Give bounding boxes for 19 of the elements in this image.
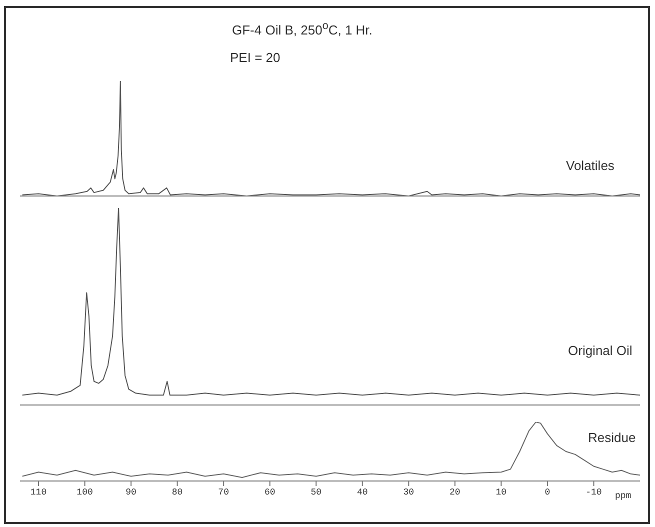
x-axis-title: ppm <box>615 491 632 501</box>
x-tick-label: 40 <box>356 487 368 498</box>
x-tick-label: 10 <box>496 487 507 498</box>
chart-subtitle: PEI = 20 <box>230 50 280 65</box>
x-tick-label: 80 <box>172 487 183 498</box>
series-label: Residue <box>588 430 636 445</box>
x-tick-label: 30 <box>403 487 414 498</box>
x-tick-label: 20 <box>450 487 460 498</box>
x-tick-label: 0 <box>544 487 550 498</box>
text: Original Oil <box>568 343 632 358</box>
chart-title: GF-4 Oil B, 250$^{o}$C, 1 Hr. <box>232 20 372 38</box>
x-tick-label: -10 <box>586 487 602 498</box>
x-tick-label: 100 <box>76 487 93 498</box>
x-tick-label: 70 <box>218 487 229 498</box>
series-label: Volatiles <box>566 158 614 173</box>
x-tick-label: 50 <box>310 487 322 498</box>
x-tick-label: 110 <box>30 487 47 498</box>
x-tick-label: 60 <box>264 487 276 498</box>
x-tick-label: 90 <box>126 487 136 498</box>
